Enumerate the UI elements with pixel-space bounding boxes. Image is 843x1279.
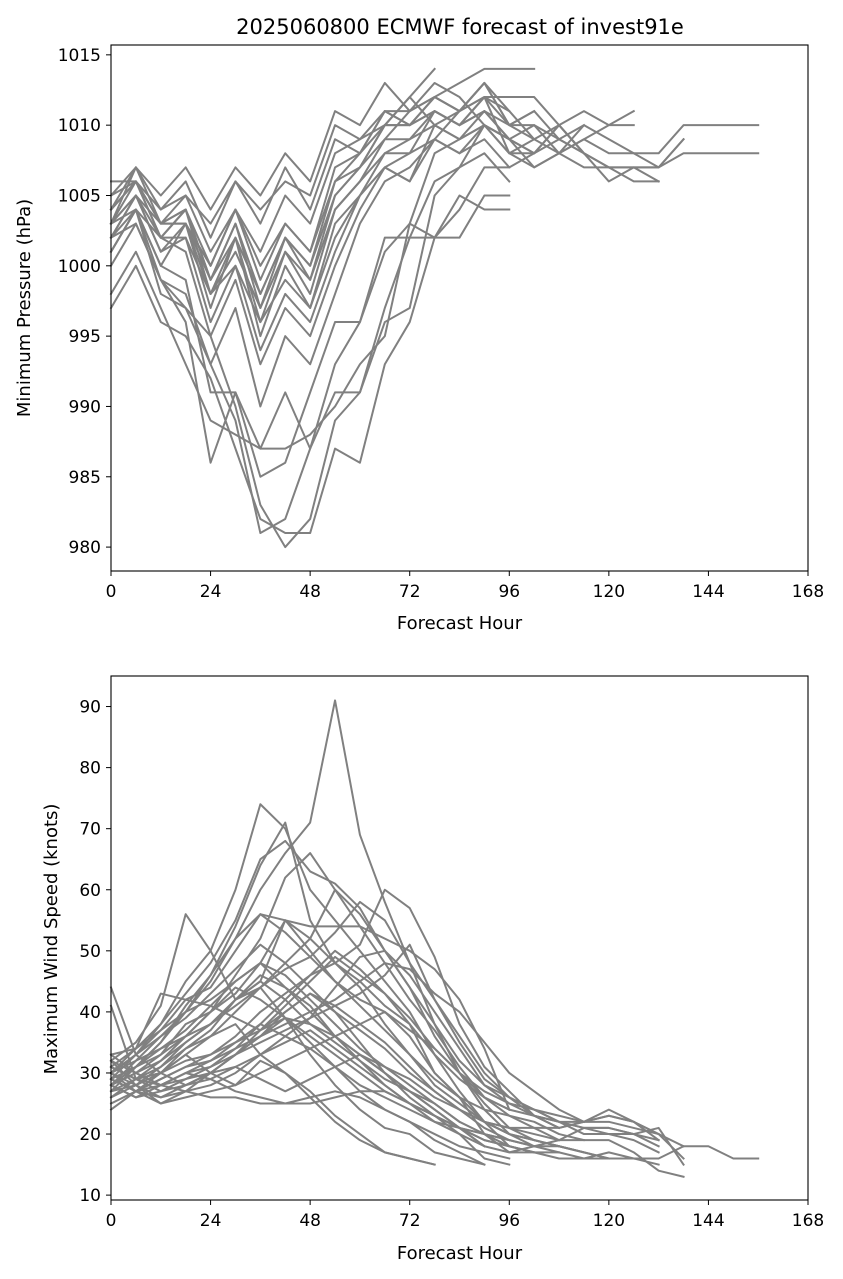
wind-x-tick-label: 48 bbox=[299, 1211, 321, 1231]
pressure-series-lines bbox=[109, 67, 760, 549]
wind-series-line-30 bbox=[109, 1004, 436, 1166]
wind-series-line-24 bbox=[109, 986, 486, 1166]
pressure-series-line-19 bbox=[109, 124, 660, 309]
pressure-series-line-11 bbox=[109, 124, 511, 535]
pressure-x-tick-label: 24 bbox=[200, 582, 222, 602]
pressure-series-line-20 bbox=[109, 110, 685, 295]
pressure-series-line-10 bbox=[109, 124, 536, 478]
wind-series-line-35 bbox=[109, 888, 660, 1136]
wind-y-tick-label: 30 bbox=[79, 1064, 101, 1084]
pressure-x-tick-label: 0 bbox=[106, 582, 117, 602]
wind-series-line-26 bbox=[109, 962, 461, 1124]
wind-y-tick-label: 90 bbox=[79, 698, 101, 718]
pressure-y-tick-label: 1000 bbox=[58, 257, 101, 277]
pressure-y-axis-label: Minimum Pressure (hPa) bbox=[14, 199, 35, 417]
wind-chart: 0 24 48 72 96 120 144 168 10 20 30 40 50 60 70 80 90 For… bbox=[41, 675, 824, 1264]
wind-y-tick-label: 70 bbox=[79, 820, 101, 840]
chart-title: 2025060800 ECMWF forecast of invest91e bbox=[236, 15, 684, 39]
wind-y-tick-label: 40 bbox=[79, 1003, 101, 1023]
pressure-series-line-17 bbox=[109, 96, 586, 239]
wind-x-tick-label: 72 bbox=[399, 1211, 421, 1231]
wind-x-tick-label: 24 bbox=[200, 1211, 222, 1231]
pressure-y-tick-label: 995 bbox=[69, 327, 101, 347]
wind-series-line-31 bbox=[109, 919, 660, 1166]
pressure-y-tick-label: 1015 bbox=[58, 46, 101, 66]
wind-series-line-27 bbox=[109, 1017, 511, 1148]
wind-series-line-36 bbox=[109, 913, 685, 1178]
wind-x-tick-label: 144 bbox=[692, 1211, 724, 1231]
pressure-series-line-21 bbox=[109, 138, 536, 324]
pressure-series-line-22 bbox=[109, 81, 586, 281]
wind-x-tick-label: 96 bbox=[498, 1211, 520, 1231]
wind-series-lines bbox=[109, 699, 760, 1178]
pressure-chart: 0 24 48 72 96 120 144 168 980 985 990 995 1000 1005 10… bbox=[14, 44, 824, 634]
pressure-series-line-1 bbox=[109, 67, 437, 267]
wind-series-line-3 bbox=[109, 839, 611, 1160]
pressure-y-tick-label: 985 bbox=[69, 468, 101, 488]
wind-y-tick-label: 10 bbox=[79, 1186, 101, 1206]
wind-series-line-23 bbox=[109, 962, 511, 1166]
wind-x-tick-label: 168 bbox=[792, 1211, 824, 1231]
wind-series-line-33 bbox=[109, 992, 661, 1142]
wind-y-tick-label: 20 bbox=[79, 1125, 101, 1145]
wind-y-axis-label: Maximum Wind Speed (knots) bbox=[41, 804, 62, 1075]
pressure-axes-frame bbox=[110, 44, 809, 572]
wind-axes-frame bbox=[110, 675, 809, 1201]
pressure-x-tick-label: 168 bbox=[792, 582, 824, 602]
pressure-y-tick-label: 980 bbox=[69, 538, 101, 558]
pressure-x-axis-label: Forecast Hour bbox=[397, 613, 523, 634]
pressure-x-tick-label: 96 bbox=[498, 582, 520, 602]
wind-y-tick-label: 80 bbox=[79, 759, 101, 779]
wind-axis-ticks: 0 24 48 72 96 120 144 168 10 20 30 40 50 60 70 80 90 bbox=[79, 698, 824, 1231]
pressure-y-tick-label: 1005 bbox=[58, 186, 101, 206]
pressure-series-line-12 bbox=[109, 152, 511, 549]
pressure-series-line-14 bbox=[109, 194, 511, 450]
pressure-y-tick-label: 990 bbox=[69, 397, 101, 417]
pressure-x-tick-label: 144 bbox=[692, 582, 724, 602]
pressure-y-tick-label: 1010 bbox=[58, 116, 101, 136]
pressure-x-tick-label: 48 bbox=[299, 582, 321, 602]
pressure-x-tick-label: 120 bbox=[593, 582, 625, 602]
wind-x-axis-label: Forecast Hour bbox=[397, 1243, 523, 1264]
pressure-series-line-13 bbox=[109, 166, 511, 535]
wind-series-line-1 bbox=[109, 699, 635, 1160]
pressure-series-line-7 bbox=[109, 124, 635, 408]
wind-x-tick-label: 0 bbox=[106, 1211, 117, 1231]
pressure-axis-ticks: 0 24 48 72 96 120 144 168 980 985 990 995 1000 1005 10… bbox=[58, 46, 824, 602]
wind-x-tick-label: 120 bbox=[593, 1211, 625, 1231]
wind-y-tick-label: 60 bbox=[79, 881, 101, 901]
pressure-x-tick-label: 72 bbox=[399, 582, 421, 602]
wind-y-tick-label: 50 bbox=[79, 942, 101, 962]
pressure-series-line-8 bbox=[109, 96, 586, 352]
